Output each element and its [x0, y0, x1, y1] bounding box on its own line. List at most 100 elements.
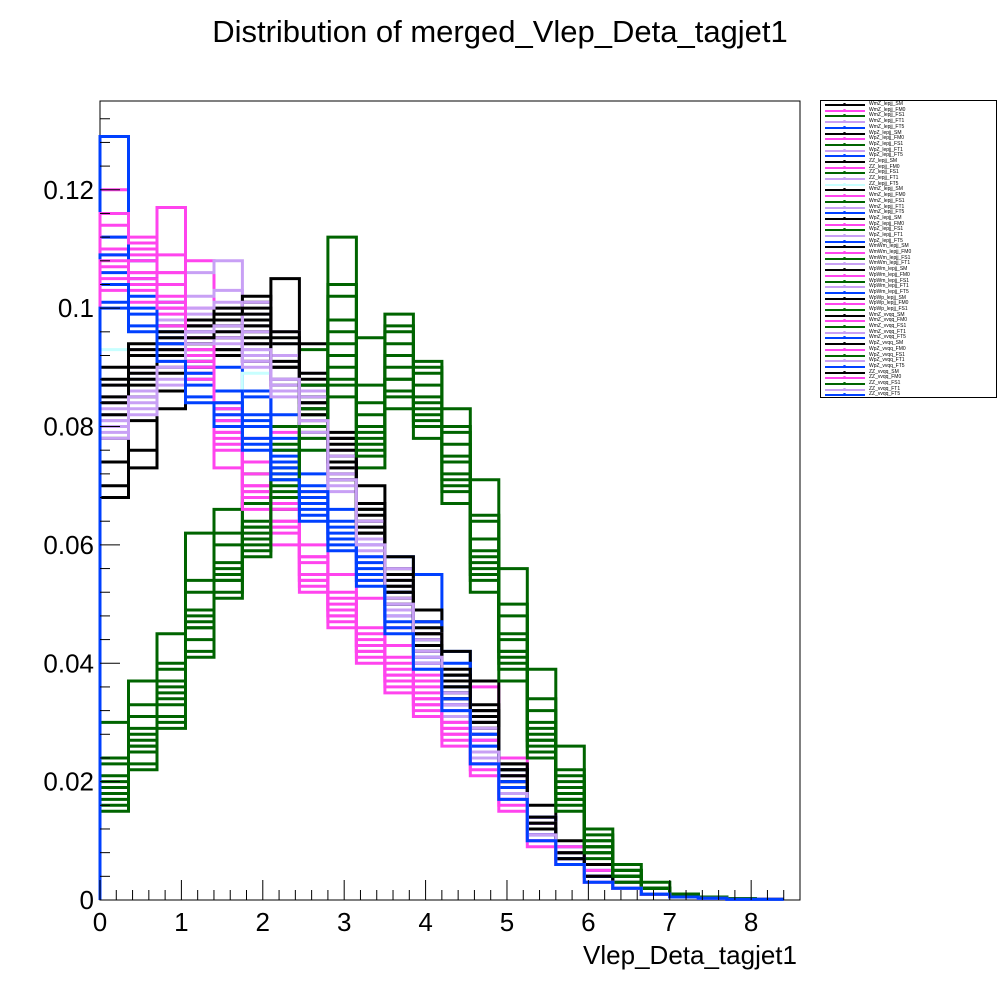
- plot-frame: [99, 100, 801, 901]
- legend-entry: WpWp_lepjj_FS1: [821, 305, 997, 312]
- legend-label: WpZ_lepjj_SM: [869, 214, 902, 221]
- legend-entry: WmZ_lepjj_FT5: [821, 209, 997, 216]
- legend-marker: [843, 336, 846, 340]
- legend-entry: WpZ_lepjj_FS1: [821, 226, 997, 233]
- legend-marker: [843, 148, 846, 152]
- legend-label: ZZ_lepjj_FS1: [869, 169, 899, 176]
- chart-title: Distribution of merged_Vlep_Deta_tagjet1: [212, 14, 788, 49]
- legend-label: WmZ_lepjj_SM: [869, 101, 903, 107]
- legend-label: WpZ_lepjj_FT5: [869, 152, 903, 159]
- legend-label: WmZ_lepjj_FT5: [869, 209, 905, 216]
- legend-entry: WmZ_lepjj_FM0: [821, 106, 997, 113]
- series-line-4: [98, 135, 784, 901]
- legend-label: WmZ_lepjj_FT1: [869, 203, 905, 210]
- x-tick-label: 0: [93, 907, 107, 937]
- legend-entry: ZZ_vvqq_FT5: [821, 391, 997, 397]
- legend-entry: WmZ_lepjj_FT1: [821, 118, 997, 124]
- legend-marker: [843, 182, 846, 186]
- legend-label: WmWm_lepjj_FT1: [869, 260, 911, 267]
- legend-entry: WpWp_lepjj_SM: [821, 294, 997, 301]
- x-tick-label: 2: [256, 907, 270, 937]
- legend-label: WpZ_lepjj_FT5: [869, 237, 903, 244]
- legend-marker: [843, 359, 846, 363]
- legend-entry: WpZ_vvqq_SM: [821, 340, 997, 346]
- x-tick-label: 8: [744, 907, 758, 937]
- legend-marker: [843, 296, 846, 300]
- legend-entry: WmZ_lepjj_FS1: [821, 198, 997, 204]
- legend-entry: WmZ_lepjj_SM: [821, 101, 997, 107]
- legend-marker: [843, 330, 846, 334]
- legend-label: WpWm_lepjj_SM: [869, 266, 908, 273]
- legend-entry: ZZ_lepjj_SM: [821, 158, 997, 164]
- legend-marker: [843, 125, 846, 129]
- legend-entry: WmWm_lepjj_FT1: [821, 260, 997, 267]
- y-tick-label: 0.08: [43, 412, 94, 442]
- legend-label: WmWm_lepjj_SM: [869, 243, 909, 250]
- series-line-35: [98, 212, 784, 901]
- legend: WmZ_lepjj_SM WmZ_lepjj_FM0 WmZ_lepjj_FS1 Wm…: [820, 100, 997, 398]
- legend-marker: [843, 199, 846, 203]
- legend-marker: [843, 177, 846, 180]
- legend-entry: WpWm_lepjj_FT1: [821, 283, 997, 290]
- x-tick-label: 6: [581, 907, 595, 937]
- legend-label: WmZ_vvqq_FS1: [869, 323, 907, 329]
- legend-label: WpZ_vvqq_FS1: [869, 351, 905, 358]
- series-line-51: [98, 306, 784, 901]
- legend-entry: WpZ_vvqq_FT5: [821, 363, 997, 369]
- legend-marker: [843, 268, 846, 272]
- legend-marker: [843, 194, 846, 198]
- x-tick-label: 7: [663, 907, 677, 937]
- legend-marker: [843, 256, 846, 260]
- legend-label: WpWp_lepjj_SM: [869, 294, 906, 301]
- x-tick-label: 1: [174, 907, 188, 937]
- legend-entry: WpZ_lepjj_FT1: [821, 146, 997, 153]
- legend-entry: WpZ_vvqq_FM0: [821, 346, 997, 352]
- legend-entry: WpZ_vvqq_FS1: [821, 351, 997, 358]
- legend-marker: [843, 239, 846, 243]
- legend-marker: [843, 353, 846, 357]
- legend-marker: [843, 159, 846, 163]
- legend-label: WmZ_lepjj_FM0: [869, 106, 906, 113]
- legend-marker: [843, 381, 846, 385]
- legend-entry: WpWm_lepjj_FM0: [821, 272, 997, 278]
- legend-label: WpWp_lepjj_FS1: [869, 305, 908, 312]
- y-tick-label: 0.06: [43, 530, 94, 560]
- legend-label: WpWm_lepjj_FT5: [869, 288, 909, 295]
- legend-marker: [843, 216, 846, 220]
- legend-label: WmZ_lepjj_SM: [869, 186, 903, 193]
- legend-marker: [843, 245, 846, 249]
- legend-entry: WmWm_lepjj_FS1: [821, 255, 997, 261]
- legend-label: WpZ_vvqq_FT1: [869, 357, 905, 364]
- legend-entry: WpZ_lepjj_SM: [821, 214, 997, 221]
- legend-label: WpZ_lepjj_FM0: [869, 135, 905, 142]
- x-tick-label: 5: [500, 907, 514, 937]
- legend-entry: ZZ_vvqq_SM: [821, 369, 997, 375]
- legend-label: ZZ_lepjj_FM0: [869, 163, 900, 170]
- legend-label: WmZ_lepjj_FT5: [869, 123, 905, 130]
- legend-label: WpWp_lepjj_FM0: [869, 300, 909, 307]
- legend-entry: WpZ_vvqq_FT1: [821, 357, 997, 364]
- legend-entry: ZZ_lepjj_FT5: [821, 181, 997, 187]
- y-tick-label: 0.12: [43, 175, 94, 205]
- legend-marker: [843, 273, 846, 277]
- legend-entry: ZZ_vvqq_FM0: [821, 374, 997, 380]
- legend-entry: WpZ_lepjj_SM: [821, 130, 997, 136]
- legend-entry: WmZ_vvqq_FT5: [821, 334, 997, 340]
- x-axis-title: Vlep_Deta_tagjet1: [583, 940, 797, 970]
- legend-label: WpWm_lepjj_FT1: [869, 283, 909, 290]
- legend-label: WpZ_lepjj_FT1: [869, 146, 903, 153]
- legend-marker: [843, 205, 846, 209]
- legend-marker: [843, 211, 846, 215]
- legend-entry: WmZ_vvqq_FM0: [821, 317, 997, 323]
- y-tick-label: 0.02: [43, 767, 94, 797]
- legend-entry: WpZ_lepjj_FS1: [821, 141, 997, 147]
- legend-marker: [843, 376, 846, 380]
- x-tick-label: 3: [337, 907, 351, 937]
- legend-entry: WpZ_lepjj_FT1: [821, 232, 997, 238]
- legend-entry: WmZ_vvqq_FS1: [821, 323, 997, 329]
- legend-entry: ZZ_lepjj_FT1: [821, 175, 997, 181]
- legend-label: WpZ_lepjj_FS1: [869, 226, 904, 233]
- y-tick-label: 0.04: [43, 648, 94, 678]
- legend-label: ZZ_vvqq_FT1: [869, 385, 901, 392]
